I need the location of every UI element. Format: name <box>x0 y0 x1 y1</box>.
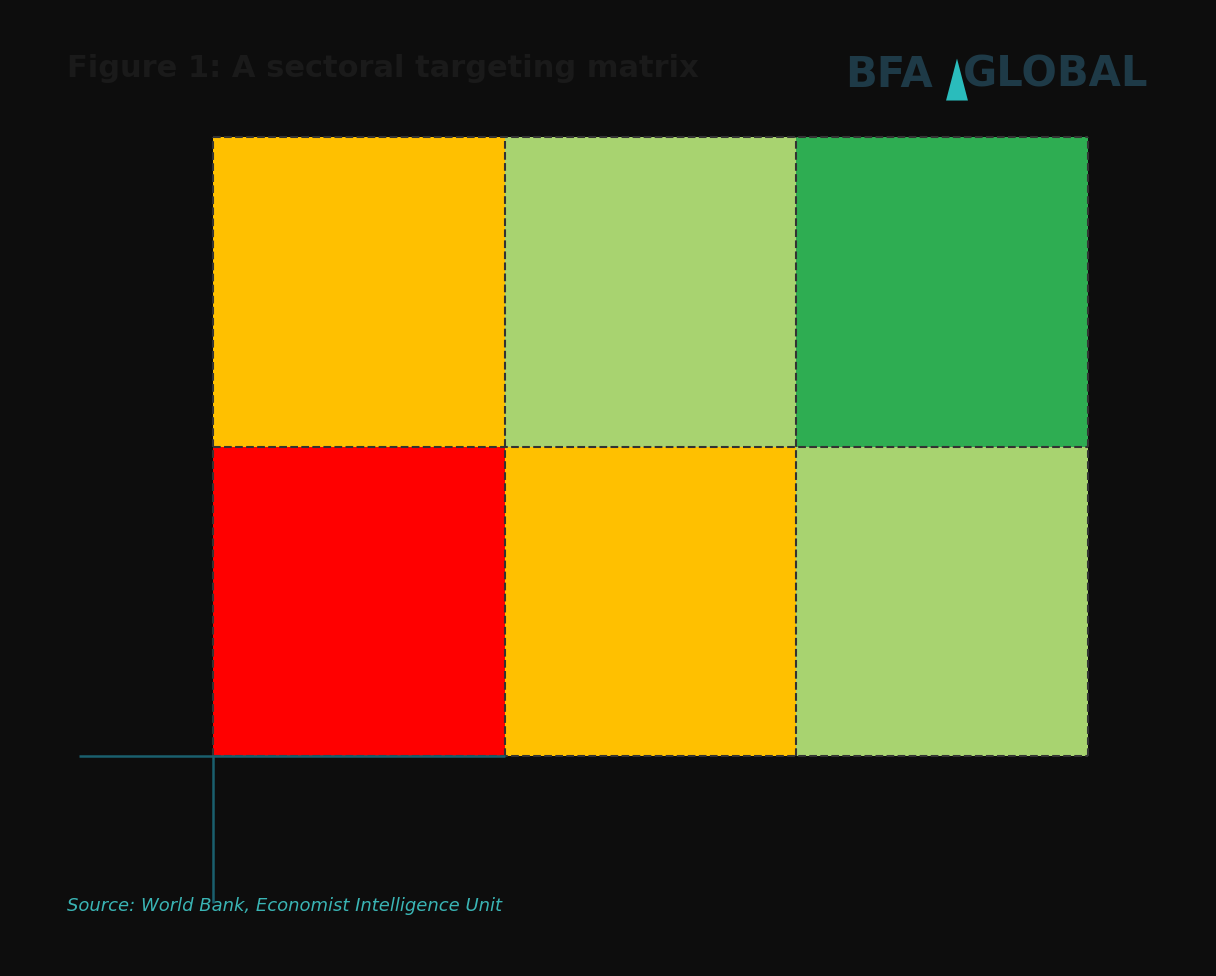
Text: Figure 1: A sectoral targeting matrix: Figure 1: A sectoral targeting matrix <box>67 54 699 83</box>
Bar <box>505 446 796 756</box>
Bar <box>796 446 1088 756</box>
Bar <box>505 137 796 446</box>
Text: GLOBAL: GLOBAL <box>963 54 1149 96</box>
Bar <box>213 137 505 446</box>
Bar <box>213 446 505 756</box>
Bar <box>796 137 1088 446</box>
Polygon shape <box>946 59 968 101</box>
Text: Source: World Bank, Economist Intelligence Unit: Source: World Bank, Economist Intelligen… <box>67 898 502 915</box>
Text: BFA: BFA <box>845 54 933 96</box>
